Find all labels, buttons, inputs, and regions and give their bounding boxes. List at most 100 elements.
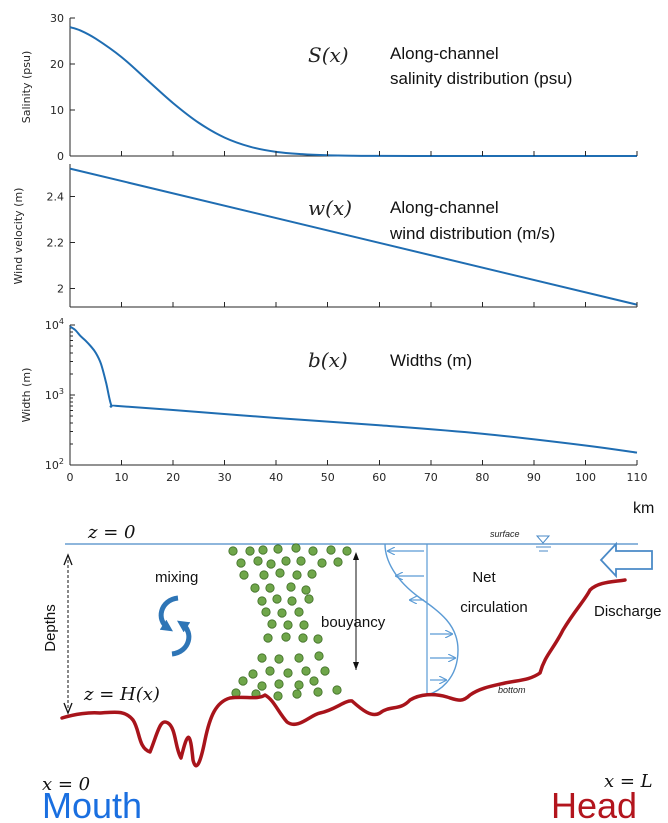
width-series-line [69,325,638,454]
y-tick-label: 30 [50,12,64,25]
mixing-cycle-icon [158,595,192,657]
particle [281,556,291,566]
y-tick-label: 2.4 [47,190,65,203]
particle [299,620,309,630]
particle [286,582,296,592]
particle [317,558,327,568]
particle [292,689,302,699]
particle [273,544,283,554]
mouth-equation: x = 0 [42,774,90,795]
particle [236,558,246,568]
bottom-label: bottom [498,685,526,695]
depth-arrow-head-up [63,553,73,566]
buoyancy-arrow-head-up [353,552,359,560]
particle [313,687,323,697]
x-tick-label: 0 [67,471,74,484]
depth-arrow-head-down [63,702,73,715]
particle [304,594,314,604]
particle [332,685,342,695]
salinity-series-line [69,26,637,158]
y-tick-label: 104 [45,317,64,332]
salinity-y-label: Salinity (psu) [20,51,33,123]
particle [265,666,275,676]
particle [273,691,283,701]
x-tick-label: 110 [627,471,648,484]
particle [263,633,273,643]
particle [301,585,311,595]
particle [257,653,267,663]
x-tick-label: 60 [372,471,386,484]
particle [287,596,297,606]
particle [275,568,285,578]
particle [258,545,268,555]
particle [277,608,287,618]
wind-symbol: w(x) [308,196,352,220]
y-tick-label: 0 [57,150,64,163]
particle [301,666,311,676]
salinity-desc-line-1: Along-channel [390,44,499,63]
particle [294,653,304,663]
width-x-ticks: 0 10 20 30 40 50 60 70 80 90 100 110 [67,460,648,484]
x-axis-unit-label: km [633,500,654,517]
particle [267,619,277,629]
y-tick-label: 10 [50,104,64,117]
particle [245,546,255,556]
net-circulation-label-line-2: circulation [460,599,528,616]
bottom-equation: z = H(x) [83,684,160,705]
particle [292,570,302,580]
net-circulation-profile [384,543,459,696]
wind-desc-line-1: Along-channel [390,198,499,217]
depths-label: Depths [42,604,59,652]
y-tick-label: 2 [57,283,64,296]
particle [266,559,276,569]
discharge-label: Discharge [594,603,662,620]
estuary-schematic: z = 0 surface Depths z = H(x) mixing bou… [42,522,662,823]
buoyancy-particles [228,543,352,701]
wind-y-label: Wind velocity (m) [12,188,25,285]
wind-series-line [69,167,638,306]
particle [314,651,324,661]
salinity-desc-line-2: salinity distribution (psu) [390,69,572,88]
x-tick-label: 40 [269,471,283,484]
particle [261,607,271,617]
y-tick-label: 103 [45,387,64,402]
width-symbol: b(x) [308,348,348,372]
particle [309,676,319,686]
surface-equation: z = 0 [87,522,135,543]
x-tick-label: 10 [115,471,129,484]
width-desc: Widths (m) [390,351,472,370]
particle [291,543,301,553]
particle [281,632,291,642]
buoyancy-arrow-head-down [353,662,359,670]
particle [283,668,293,678]
mouth-label: Mouth [42,785,142,823]
wind-y-ticks: 2 2.2 2.4 [47,190,75,296]
wind-panel: 2 2.2 2.4 Wind velocity (m) w(x) Along-cha… [12,164,638,308]
x-tick-label: 100 [575,471,596,484]
y-tick-label: 20 [50,58,64,71]
particle [239,570,249,580]
particle [259,570,269,580]
particle [298,633,308,643]
particle [257,596,267,606]
salinity-symbol: S(x) [308,43,349,67]
x-tick-label: 50 [321,471,335,484]
particle [333,557,343,567]
net-circulation-label-line-1: Net [472,569,496,586]
discharge-arrow-icon [599,541,653,579]
particle [326,545,336,555]
particle [320,666,330,676]
particle [307,569,317,579]
particle [274,654,284,664]
particle [308,546,318,556]
particle [294,607,304,617]
particle [248,669,258,679]
x-tick-label: 30 [218,471,232,484]
head-label: Head [551,785,637,823]
salinity-panel: 0 10 20 30 Salinity (psu) S(x) Along-channe… [20,12,638,163]
buoyancy-label: bouyancy [321,614,386,631]
x-tick-label: 20 [166,471,180,484]
particle [272,594,282,604]
y-tick-label: 2.2 [47,236,65,249]
